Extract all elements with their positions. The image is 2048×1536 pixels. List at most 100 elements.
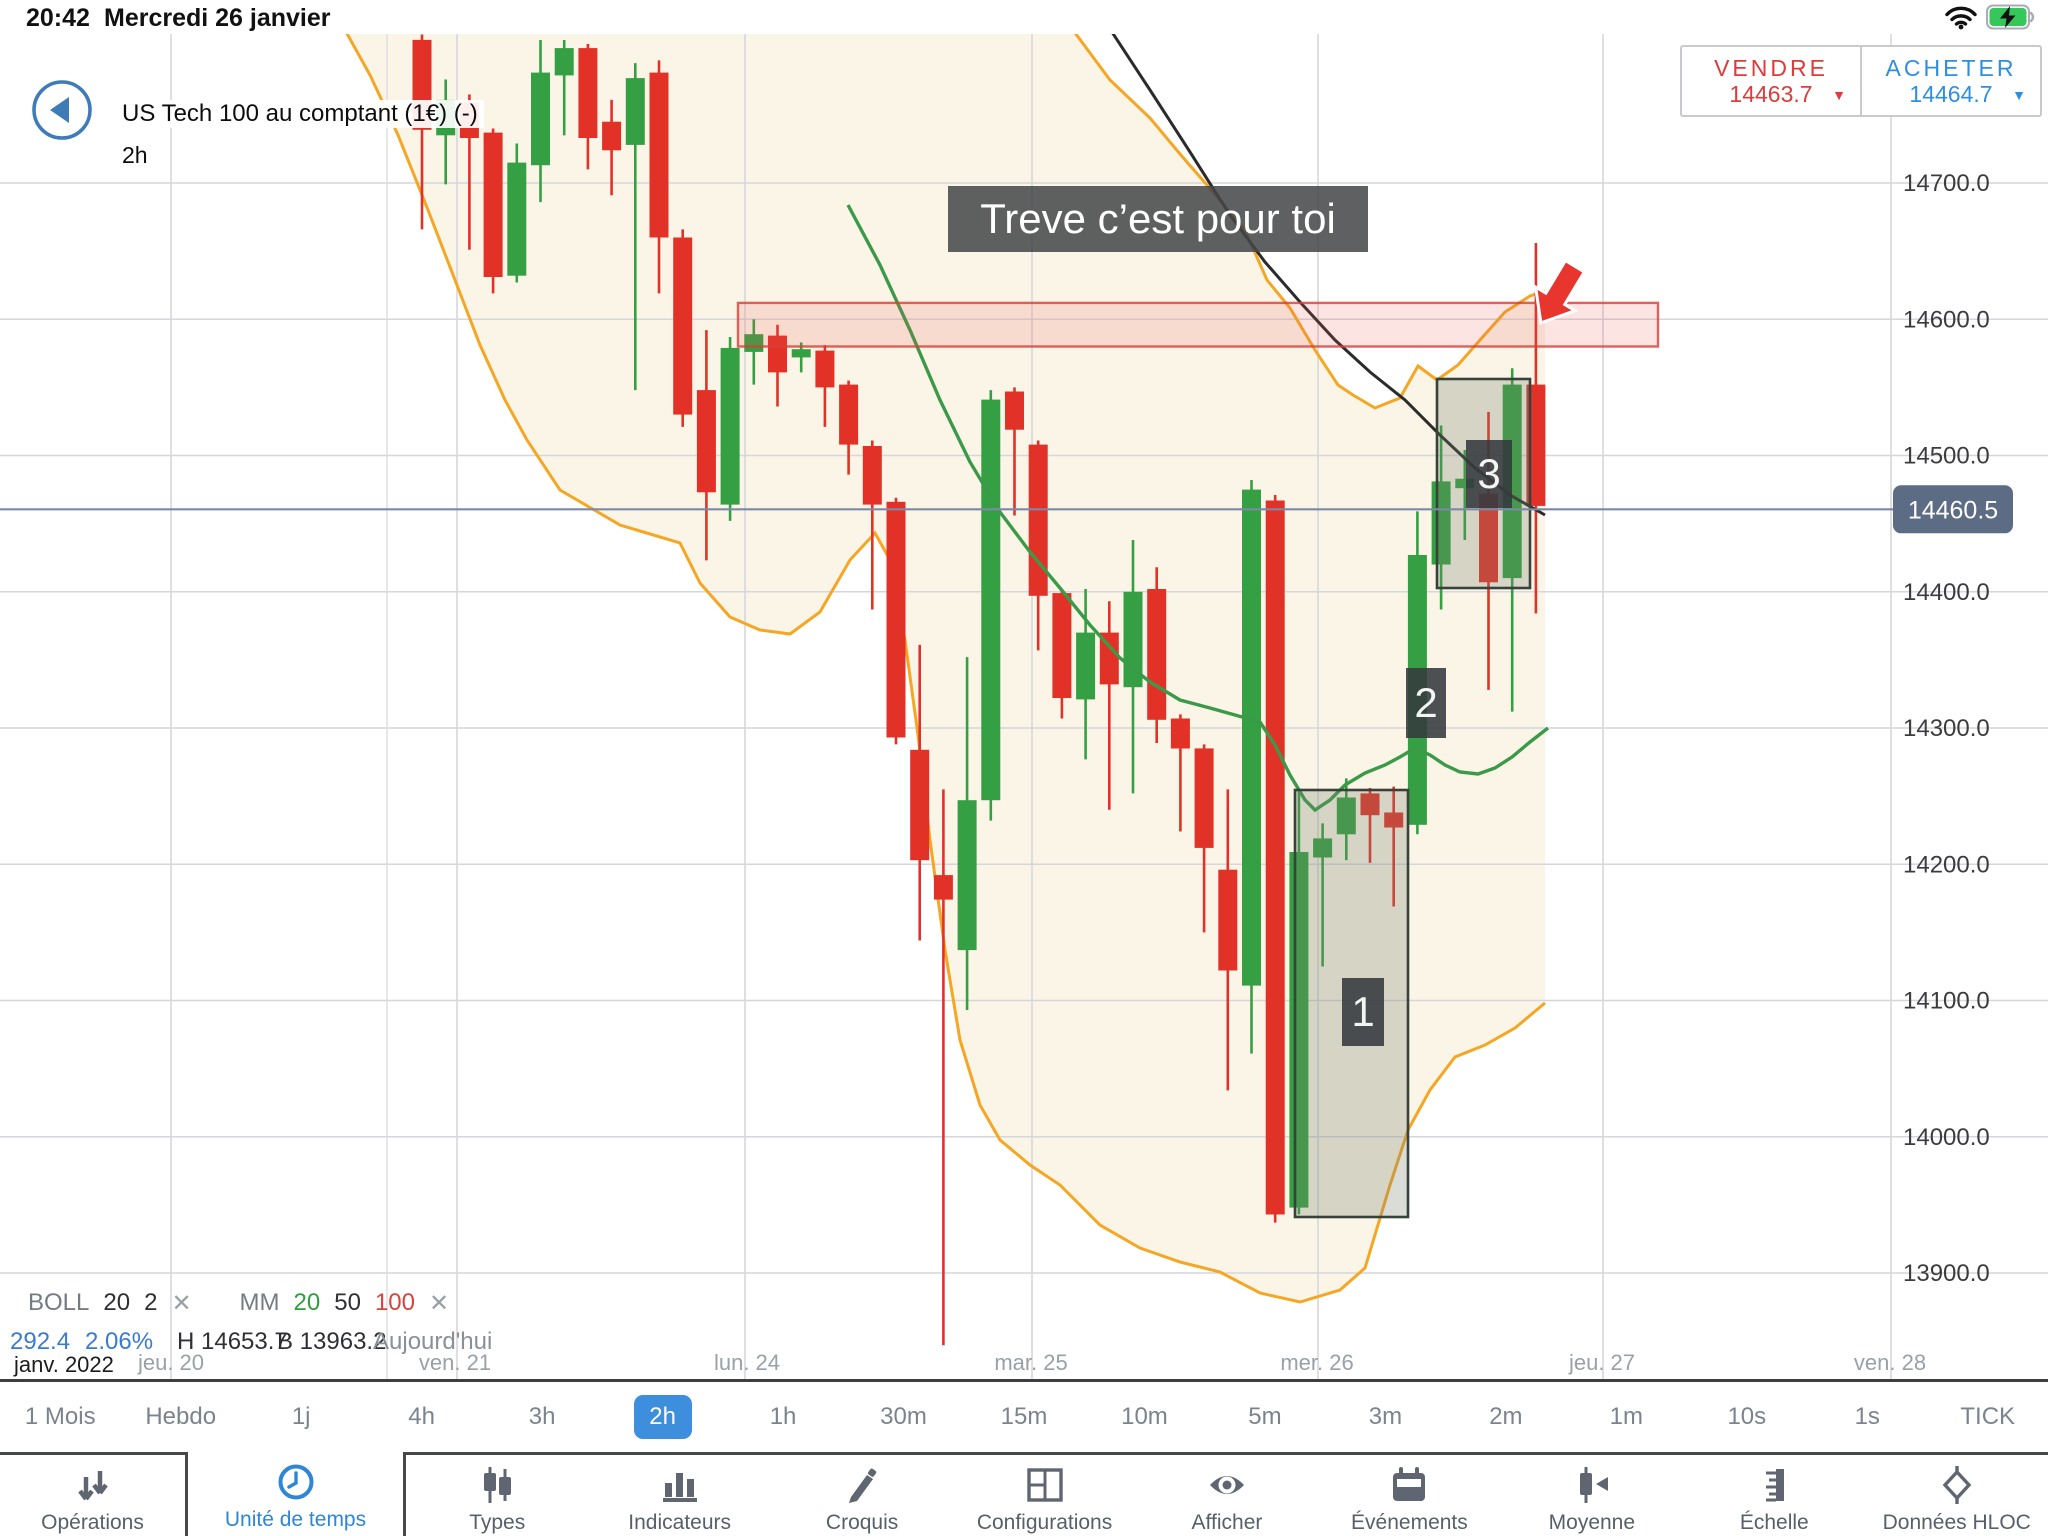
svg-text:14100.0: 14100.0 — [1903, 988, 1990, 1015]
candle-arrow-icon — [1570, 1465, 1614, 1505]
timeframe-hebdo[interactable]: Hebdo — [145, 1403, 217, 1430]
legend-token: 100 — [374, 1289, 415, 1316]
timeframe-4h[interactable]: 4h — [408, 1403, 435, 1430]
legend-token: 20 — [103, 1289, 131, 1316]
bar-chart-icon — [659, 1465, 701, 1505]
timeframe-1h[interactable]: 1h — [769, 1403, 797, 1430]
ma20-line — [846, 204, 1550, 813]
svg-text:13900.0: 13900.0 — [1903, 1260, 1990, 1287]
x-axis: janv. 2022 jeu. 20 ven. 21 lun. 24 mar. 25 me… — [0, 1348, 2048, 1380]
quote-panel: VENDRE 14463.7 ▼ ACHETER 14464.7 ▼ — [1680, 45, 2042, 117]
buy-label: ACHETER — [1885, 55, 2017, 81]
timeframe-3m[interactable]: 3m — [1368, 1403, 1403, 1430]
buy-price: 14464.7 — [1909, 81, 1993, 107]
timeframe-2h[interactable]: 2h — [602, 1395, 722, 1439]
toolbar-croquis[interactable]: Croquis — [770, 1452, 954, 1536]
toolbar-indicateurs[interactable]: Indicateurs — [588, 1452, 771, 1536]
toolbar-label: Opérations — [41, 1511, 144, 1534]
axis-divider — [0, 1379, 2048, 1382]
timeframe-1s[interactable]: 1s — [1854, 1403, 1880, 1430]
close-icon[interactable]: ✕ — [171, 1289, 192, 1317]
toolbar-op-rations[interactable]: Opérations — [0, 1452, 188, 1536]
toolbar-afficher[interactable]: Afficher — [1135, 1452, 1319, 1536]
back-icon — [50, 97, 69, 123]
number-label-3[interactable]: 3 — [1466, 440, 1512, 508]
timeframe-1-mois[interactable]: 1 Mois — [24, 1403, 96, 1430]
toolbar-label: Échelle — [1739, 1511, 1809, 1534]
ruler-icon — [1754, 1465, 1794, 1505]
timeframe-3h[interactable]: 3h — [528, 1403, 556, 1430]
hloc-token: Aujourd'hui — [373, 1328, 493, 1355]
bottom-toolbar: Opérations Unité de temps Types Indicateurs… — [0, 1452, 2048, 1536]
eye-icon — [1204, 1465, 1250, 1505]
hloc-token: H 14653.7 — [177, 1328, 288, 1355]
indicator-legend: BOLL 20 2 ✕ MM 20 50 100 ✕ — [14, 1284, 449, 1322]
bollinger-upper-line — [1072, 32, 1546, 410]
svg-text:14460.5: 14460.5 — [1908, 496, 1998, 524]
status-date: Mercredi 26 janvier — [104, 4, 331, 32]
toolbar-label: Données HLOC — [1882, 1511, 2031, 1534]
toolbar-unit-de-temps[interactable]: Unité de temps — [188, 1452, 406, 1536]
buy-button[interactable]: ACHETER 14464.7 ▼ — [1862, 47, 2040, 115]
toolbar-label: Configurations — [976, 1511, 1113, 1534]
toolbar-types[interactable]: Types — [406, 1452, 589, 1536]
caret-down-icon: ▼ — [2012, 87, 2026, 103]
arrow-annotation — [1533, 258, 1587, 325]
current-price-tag: 14460.5 — [1893, 485, 2013, 534]
timeframe-tick[interactable]: TICK — [1960, 1403, 2016, 1430]
toolbar-moyenne[interactable]: Moyenne — [1500, 1452, 1684, 1536]
timeframe-2m[interactable]: 2m — [1489, 1403, 1523, 1430]
timeframe-1j[interactable]: 1j — [291, 1403, 311, 1430]
svg-text:14400.0: 14400.0 — [1903, 579, 1990, 606]
number-label-1[interactable]: 1 — [1342, 978, 1384, 1046]
chart-timeframe-label: 2h — [122, 142, 148, 169]
toolbar-donn-es-hloc[interactable]: Données HLOC — [1865, 1452, 2048, 1536]
resistance-zone — [736, 301, 1660, 348]
crosshair-diamond-icon — [1936, 1465, 1978, 1505]
svg-text:14300.0: 14300.0 — [1903, 715, 1990, 742]
timeframe-30m[interactable]: 30m — [880, 1403, 927, 1430]
toolbar-label: Événements — [1351, 1511, 1468, 1534]
calendar-icon — [1388, 1465, 1430, 1505]
timeframe-10m[interactable]: 10m — [1121, 1403, 1168, 1430]
back-button[interactable] — [28, 76, 96, 144]
toolbar-configurations[interactable]: Configurations — [953, 1452, 1136, 1536]
sell-button[interactable]: VENDRE 14463.7 ▼ — [1682, 47, 1862, 115]
sell-price: 14463.7 — [1729, 81, 1813, 107]
legend-token: 50 — [334, 1289, 361, 1316]
close-icon[interactable]: ✕ — [428, 1289, 450, 1317]
toolbar-label: Afficher — [1191, 1511, 1263, 1534]
x-axis-label: ven. 21 — [418, 1350, 492, 1375]
toolbar--chelle[interactable]: Échelle — [1683, 1452, 1866, 1536]
x-axis-label: mar. 25 — [994, 1350, 1068, 1375]
caret-down-icon: ▼ — [1832, 87, 1846, 103]
wifi-icon — [1945, 6, 1977, 30]
toolbar--v-nements[interactable]: Événements — [1318, 1452, 1501, 1536]
svg-text:14000.0: 14000.0 — [1903, 1124, 1990, 1151]
timeframe-bar: 1 Mois Hebdo 1j 4h 3h 2h 1h 30m 15m 10m 5m 3m 2m 1m 10… — [0, 1382, 2048, 1452]
toolbar-label: Unité de temps — [224, 1508, 367, 1531]
svg-text:14500.0: 14500.0 — [1903, 443, 1990, 470]
timeframe-1m[interactable]: 1m — [1609, 1403, 1643, 1430]
hloc-token: B 13963.2 — [277, 1328, 387, 1355]
chart-note[interactable]: Treve c’est pour toi — [948, 186, 1368, 252]
bollinger-lower-line — [344, 32, 1546, 1304]
instrument-title: US Tech 100 au comptant (1€) (-) — [122, 100, 484, 128]
x-axis-label: jeu. 20 — [137, 1350, 205, 1375]
legend-token: 2 — [144, 1289, 158, 1316]
timeframe-10s[interactable]: 10s — [1727, 1403, 1767, 1430]
x-axis-label: ven. 28 — [1853, 1350, 1927, 1375]
number-label-2[interactable]: 2 — [1406, 668, 1446, 738]
svg-text:14700.0: 14700.0 — [1903, 170, 1990, 197]
toolbar-label: Indicateurs — [628, 1511, 732, 1534]
pencil-icon — [841, 1465, 883, 1505]
x-axis-label: jeu. 27 — [1568, 1350, 1636, 1375]
timeframe-15m[interactable]: 15m — [1000, 1403, 1048, 1430]
status-time: 20:42 — [26, 4, 90, 32]
toolbar-label: Types — [469, 1511, 526, 1534]
legend-token: 20 — [293, 1289, 321, 1316]
x-axis-label: janv. 2022 — [10, 1350, 122, 1380]
timeframe-5m[interactable]: 5m — [1248, 1403, 1282, 1430]
candles-icon — [475, 1465, 519, 1505]
layout-icon — [1024, 1465, 1066, 1505]
